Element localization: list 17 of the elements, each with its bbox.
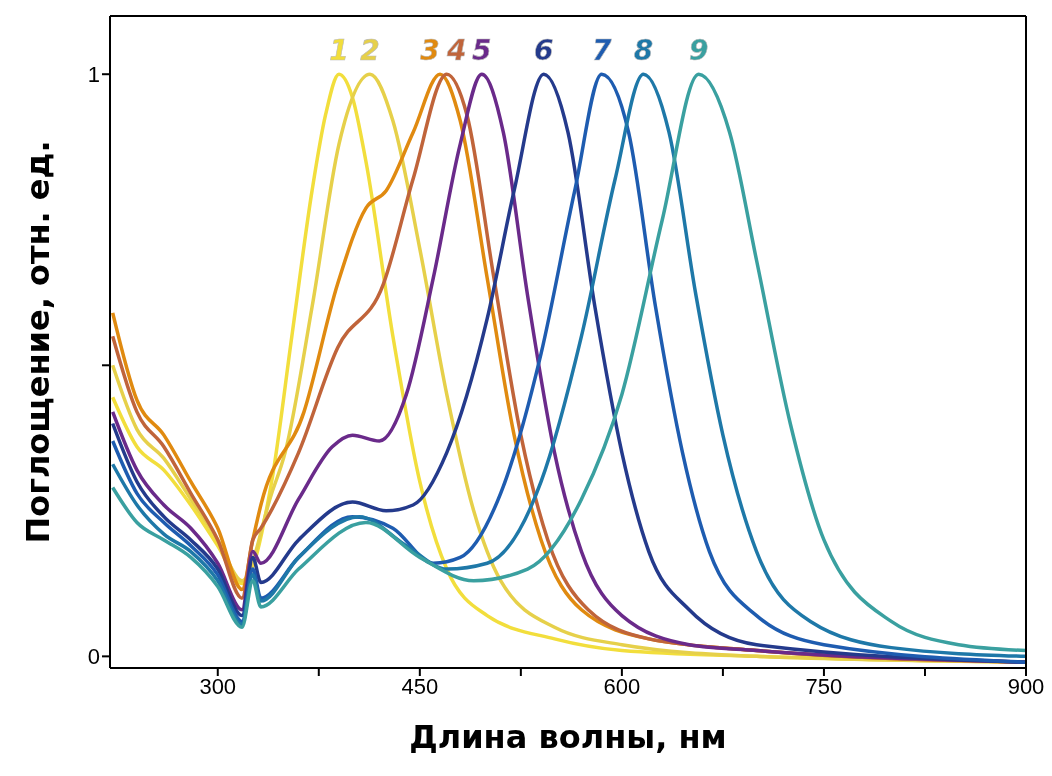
- series-label: 2: [360, 34, 380, 68]
- series-label: 9: [688, 34, 709, 68]
- series-label: 8: [633, 34, 654, 68]
- y-axis-title: Поглощение, отн. ед.: [19, 140, 58, 544]
- x-tick-label: 750: [805, 673, 843, 699]
- x-tick-label: 450: [401, 673, 439, 699]
- series-label: 6: [534, 34, 554, 68]
- x-tick-label: 600: [603, 673, 641, 699]
- x-tick-label: 300: [199, 673, 237, 699]
- x-tick-label: 900: [1007, 673, 1045, 699]
- series-label: 7: [591, 34, 612, 68]
- y-tick-label: 0: [87, 644, 100, 670]
- series-label: 1: [329, 34, 349, 68]
- series-label: 5: [472, 34, 492, 68]
- series-label: 4: [446, 34, 467, 68]
- series-label: 3: [420, 34, 440, 68]
- x-axis-title: Длина волны, нм: [409, 718, 727, 756]
